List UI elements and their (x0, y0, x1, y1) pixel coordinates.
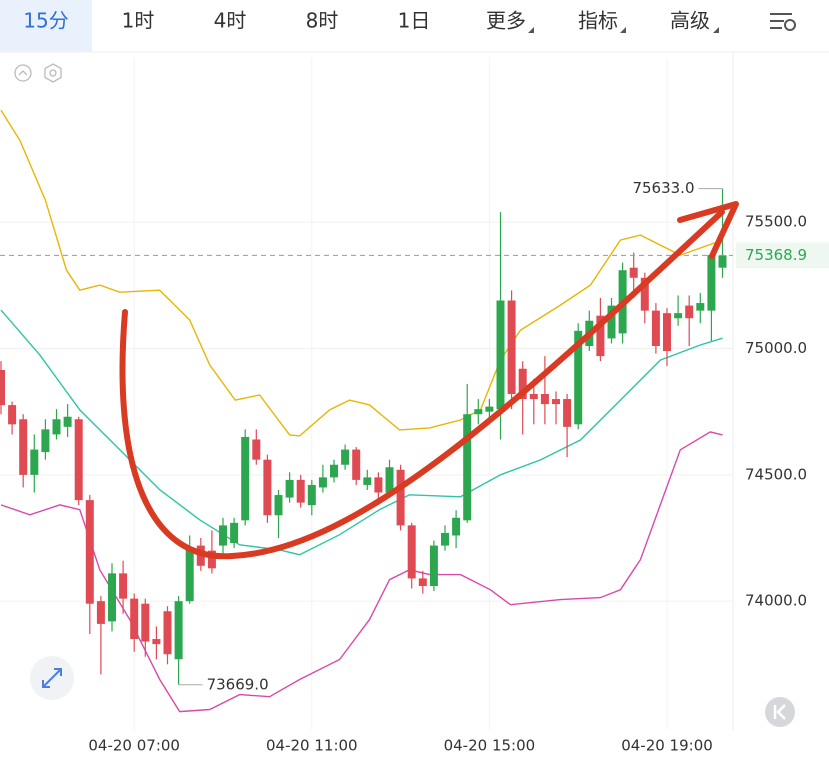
candle-body (552, 399, 560, 405)
candle-body (674, 313, 683, 319)
candle-body (563, 399, 572, 427)
candle-body (651, 310, 660, 346)
arrow-head (677, 201, 739, 259)
tab[interactable]: 指标 (578, 9, 618, 33)
active-tab-bg (0, 0, 92, 52)
last-price-label: 75368.9 (745, 246, 807, 264)
candle-body (629, 267, 638, 278)
candle-body (341, 449, 350, 465)
candle-body (374, 477, 383, 493)
candle-body (496, 300, 505, 410)
reset-icon (773, 704, 786, 720)
candle-body (296, 479, 305, 503)
reset-button[interactable] (765, 697, 795, 727)
x-tick-label: 04-20 15:00 (444, 737, 536, 755)
candle-body (207, 550, 216, 569)
band-line (0, 431, 723, 713)
annotation: 73669.0 (207, 675, 269, 693)
candle-body (230, 522, 239, 544)
settings-icon[interactable] (770, 13, 796, 31)
annotation: 75633.0 (632, 179, 694, 197)
candle-body (152, 639, 161, 645)
candle-body (396, 469, 405, 526)
last-price-box (736, 242, 829, 269)
candle-body (640, 277, 649, 311)
band-line (0, 109, 723, 437)
candle-body (108, 573, 116, 622)
candle-body (596, 315, 605, 357)
candle-body (607, 305, 616, 339)
tab[interactable]: 4时 (214, 9, 247, 33)
candle-body (407, 525, 416, 579)
candle-body (241, 436, 250, 521)
candle-body (318, 477, 327, 488)
x-tick-label: 04-20 11:00 (266, 737, 358, 755)
candle-body (307, 484, 316, 506)
candle-body (163, 611, 172, 655)
candle-body (330, 464, 338, 478)
candle-body (52, 419, 61, 435)
candle-body (219, 525, 227, 546)
candle-body (74, 419, 83, 501)
candle-body (30, 449, 39, 475)
dropdown-arrows (528, 27, 719, 33)
candle-body (452, 517, 461, 536)
candle-body (363, 477, 372, 485)
band-line (0, 309, 723, 556)
candle-body (274, 495, 283, 516)
candle-body (429, 545, 438, 586)
candle-body (441, 532, 449, 546)
candle-body (352, 449, 361, 480)
candle-body (529, 394, 538, 400)
tab[interactable]: 1时 (122, 9, 155, 33)
x-tick-label: 04-20 07:00 (88, 737, 180, 755)
tab[interactable]: 高级 (670, 9, 710, 33)
hand-drawn-arrow (119, 209, 725, 560)
candle-body (96, 601, 105, 624)
candle-body (485, 406, 494, 412)
toolbar-bg (0, 0, 829, 52)
candle-body (696, 303, 705, 311)
candle-body (685, 305, 694, 319)
candle-body (518, 368, 527, 400)
candle-body (252, 439, 261, 460)
candle-body (174, 601, 183, 660)
candle-body (19, 419, 28, 475)
candle-body (41, 429, 50, 453)
candle-body (8, 405, 17, 425)
y-tick-label: 75000.0 (745, 339, 807, 357)
candle-body (185, 548, 194, 602)
indicator-icons[interactable] (14, 63, 62, 83)
candle-body (263, 459, 272, 516)
candle-body (63, 416, 72, 427)
y-tick-label: 74000.0 (745, 592, 807, 610)
candle-body (85, 500, 94, 604)
y-tick-label: 74500.0 (745, 465, 807, 483)
candle-body (130, 598, 139, 640)
candle-body (385, 467, 394, 493)
candle-body (507, 300, 516, 394)
candle-body (285, 479, 294, 498)
candle-body (540, 394, 549, 405)
tab[interactable]: 更多 (486, 9, 526, 33)
candle-body (707, 255, 716, 311)
y-tick-label: 75500.0 (745, 213, 807, 231)
tab[interactable]: 1日 (398, 9, 431, 33)
candle-body (718, 255, 727, 268)
x-tick-label: 04-20 19:00 (621, 737, 713, 755)
tab[interactable]: 8时 (306, 9, 339, 33)
tab[interactable]: 15分 (23, 9, 68, 33)
candle-body (0, 370, 5, 406)
candle-body (663, 313, 671, 352)
expand-icon (42, 668, 62, 688)
candle-body (474, 409, 483, 415)
candle-body (418, 578, 427, 586)
candle-body (141, 603, 150, 642)
candle-body (463, 414, 472, 521)
candle-body (119, 573, 128, 599)
candle-body (574, 330, 583, 425)
